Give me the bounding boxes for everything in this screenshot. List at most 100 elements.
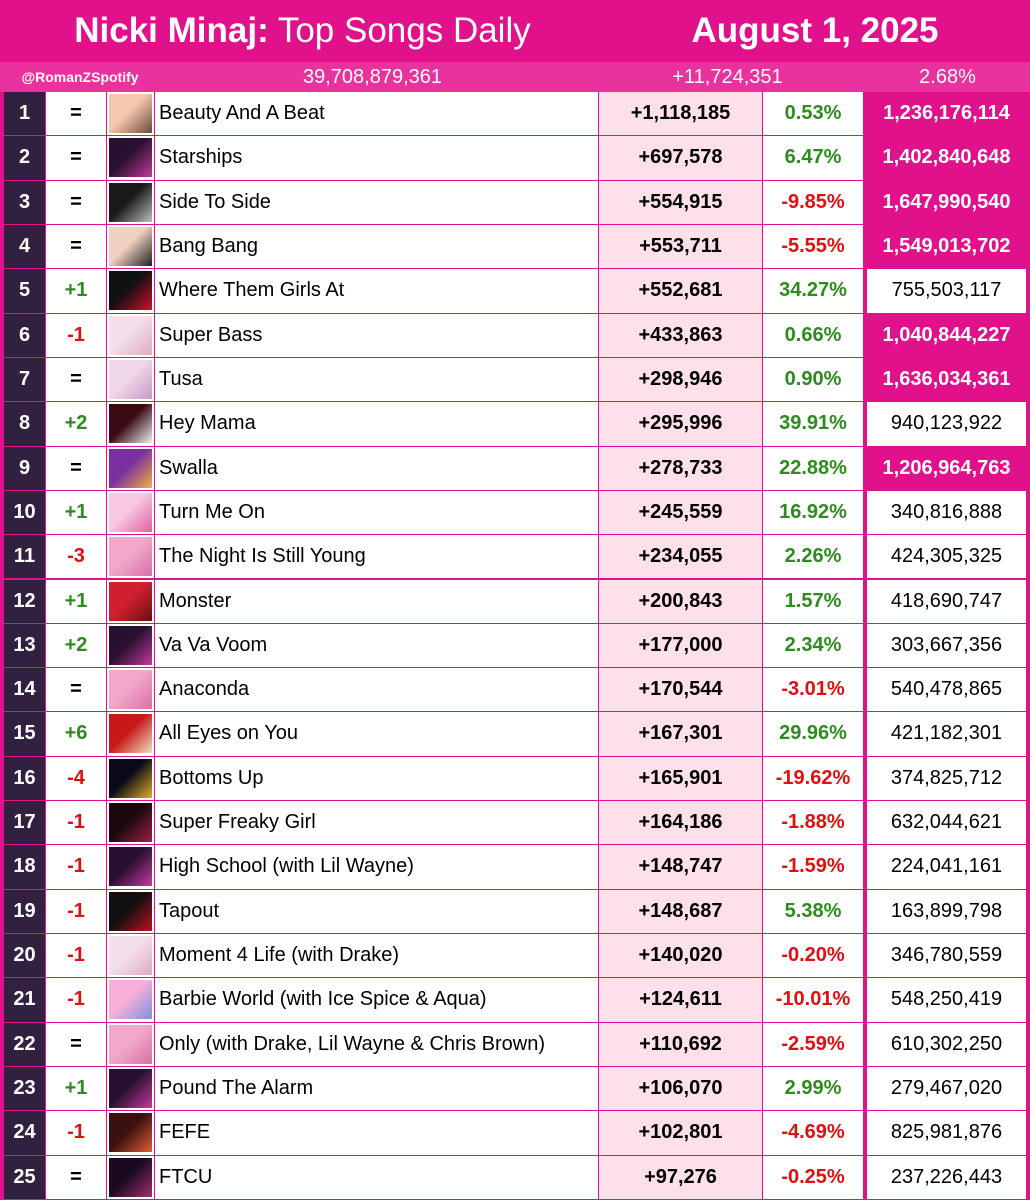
table-row: 2 = Starships +697,578 6.47% 1,402,840,648 [0,136,1030,180]
table-row: 8 +2 Hey Mama +295,996 39.91% 940,123,922 [0,402,1030,446]
rank-change-cell: = [46,136,106,180]
table-row: 16 -4 Bottoms Up +165,901 -19.62% 374,825,712 [0,756,1030,801]
rank-change-cell: -4 [46,756,106,801]
album-cover-image [109,226,152,266]
total-streams-cell: 1,549,013,702 [867,224,1026,269]
total-streams-cell: 374,825,712 [867,756,1026,801]
rank-change-cell: = [46,668,106,712]
rank-change-cell: +1 [46,490,106,535]
album-cover-cell [107,668,154,712]
daily-change-cell: 29.96% [763,712,863,756]
album-cover-image [109,758,152,798]
daily-change-cell: 5.38% [763,889,863,934]
total-streams-cell: 755,503,117 [867,269,1026,313]
album-cover-cell [107,180,154,224]
table-row: 23 +1 Pound The Alarm +106,070 2.99% 279,467,… [0,1067,1030,1111]
song-title-cell: Super Bass [155,313,598,357]
daily-change-cell: -5.55% [763,224,863,269]
album-cover-image [109,359,152,399]
rank-change-cell: = [46,1155,106,1199]
daily-streams-cell: +140,020 [599,934,762,978]
rank-cell: 15 [4,712,45,756]
total-streams-cell: 279,467,020 [867,1067,1026,1111]
table-row: 10 +1 Turn Me On +245,559 16.92% 340,816,888 [0,490,1030,535]
daily-streams-cell: +295,996 [599,402,762,446]
song-title-cell: Pound The Alarm [155,1067,598,1111]
song-title-cell: Monster [155,579,598,623]
rank-cell: 3 [4,180,45,224]
rank-change-cell: = [46,180,106,224]
song-title-cell: Tapout [155,889,598,934]
rank-change-cell: +1 [46,579,106,623]
rank-change-cell: -1 [46,889,106,934]
total-streams-cell: 163,899,798 [867,889,1026,934]
album-cover-cell [107,446,154,490]
rank-cell: 21 [4,978,45,1022]
daily-change-cell: 2.26% [763,535,863,579]
album-cover-image [109,1069,152,1109]
song-title-cell: High School (with Lil Wayne) [155,845,598,889]
daily-change-cell: 39.91% [763,402,863,446]
daily-change-cell: 34.27% [763,269,863,313]
total-streams-cell: 1,040,844,227 [867,313,1026,357]
song-title-cell: Va Va Voom [155,623,598,668]
daily-streams-cell: +167,301 [599,712,762,756]
album-cover-image [109,537,152,577]
rank-cell: 7 [4,357,45,402]
daily-streams-cell: +124,611 [599,978,762,1022]
song-title-cell: All Eyes on You [155,712,598,756]
daily-total-change: 2.68% [919,66,976,88]
total-streams-cell: 237,226,443 [867,1155,1026,1199]
title-artist: Nicki Minaj: [74,11,269,50]
total-streams-cell: 540,478,865 [867,668,1026,712]
table-row: 21 -1 Barbie World (with Ice Spice & Aqua)… [0,978,1030,1022]
daily-streams-cell: +697,578 [599,136,762,180]
song-title-cell: Barbie World (with Ice Spice & Aqua) [155,978,598,1022]
album-cover-image [109,404,152,444]
rank-cell: 19 [4,889,45,934]
author-handle: @RomanZSpotify [21,69,139,85]
daily-streams-cell: +164,186 [599,801,762,845]
table-row: 9 = Swalla +278,733 22.88% 1,206,964,763 [0,446,1030,491]
daily-streams-cell: +148,687 [599,889,762,934]
album-cover-cell [107,402,154,446]
table-row: 5 +1 Where Them Girls At +552,681 34.27% 755,… [0,269,1030,313]
total-streams-cell: 424,305,325 [867,535,1026,579]
daily-streams-cell: +554,915 [599,180,762,224]
daily-streams-cell: +1,118,185 [599,92,762,136]
album-cover-image [109,936,152,976]
daily-streams-cell: +148,747 [599,845,762,889]
total-streams-cell: 1,636,034,361 [867,357,1026,402]
table-row: 22 = Only (with Drake, Lil Wayne & Chris B… [0,1022,1030,1067]
daily-streams-cell: +552,681 [599,269,762,313]
daily-streams-cell: +97,276 [599,1155,762,1199]
song-title-cell: Beauty And A Beat [155,92,598,136]
rank-change-cell: = [46,224,106,269]
daily-streams-cell: +278,733 [599,446,762,490]
songs-table: 1 = Beauty And A Beat +1,118,185 0.53% 1,236,… [0,92,1030,1200]
song-title-cell: FEFE [155,1111,598,1155]
table-row: 7 = Tusa +298,946 0.90% 1,636,034,361 [0,357,1030,402]
song-title-cell: Starships [155,136,598,180]
table-row: 14 = Anaconda +170,544 -3.01% 540,478,865 [0,668,1030,712]
song-title-cell: Super Freaky Girl [155,801,598,845]
album-cover-image [109,94,152,133]
album-cover-image [109,980,152,1020]
song-title-cell: Hey Mama [155,402,598,446]
song-title-cell: Only (with Drake, Lil Wayne & Chris Brow… [155,1022,598,1067]
table-row: 24 -1 FEFE +102,801 -4.69% 825,981,876 [0,1111,1030,1155]
rank-cell: 18 [4,845,45,889]
song-title-cell: Where Them Girls At [155,269,598,313]
daily-streams-cell: +433,863 [599,313,762,357]
daily-change-cell: 0.66% [763,313,863,357]
rank-change-cell: -1 [46,1111,106,1155]
song-title-cell: FTCU [155,1155,598,1199]
song-title-cell: Swalla [155,446,598,490]
daily-change-cell: 0.53% [763,92,863,136]
rank-change-cell: +2 [46,402,106,446]
daily-change-cell: 6.47% [763,136,863,180]
album-cover-cell [107,1022,154,1067]
album-cover-image [109,803,152,843]
album-cover-cell [107,889,154,934]
rank-cell: 23 [4,1067,45,1111]
